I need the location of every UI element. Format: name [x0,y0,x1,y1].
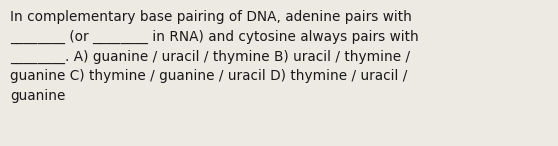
Text: In complementary base pairing of DNA, adenine pairs with
________ (or ________ i: In complementary base pairing of DNA, ad… [10,10,419,102]
